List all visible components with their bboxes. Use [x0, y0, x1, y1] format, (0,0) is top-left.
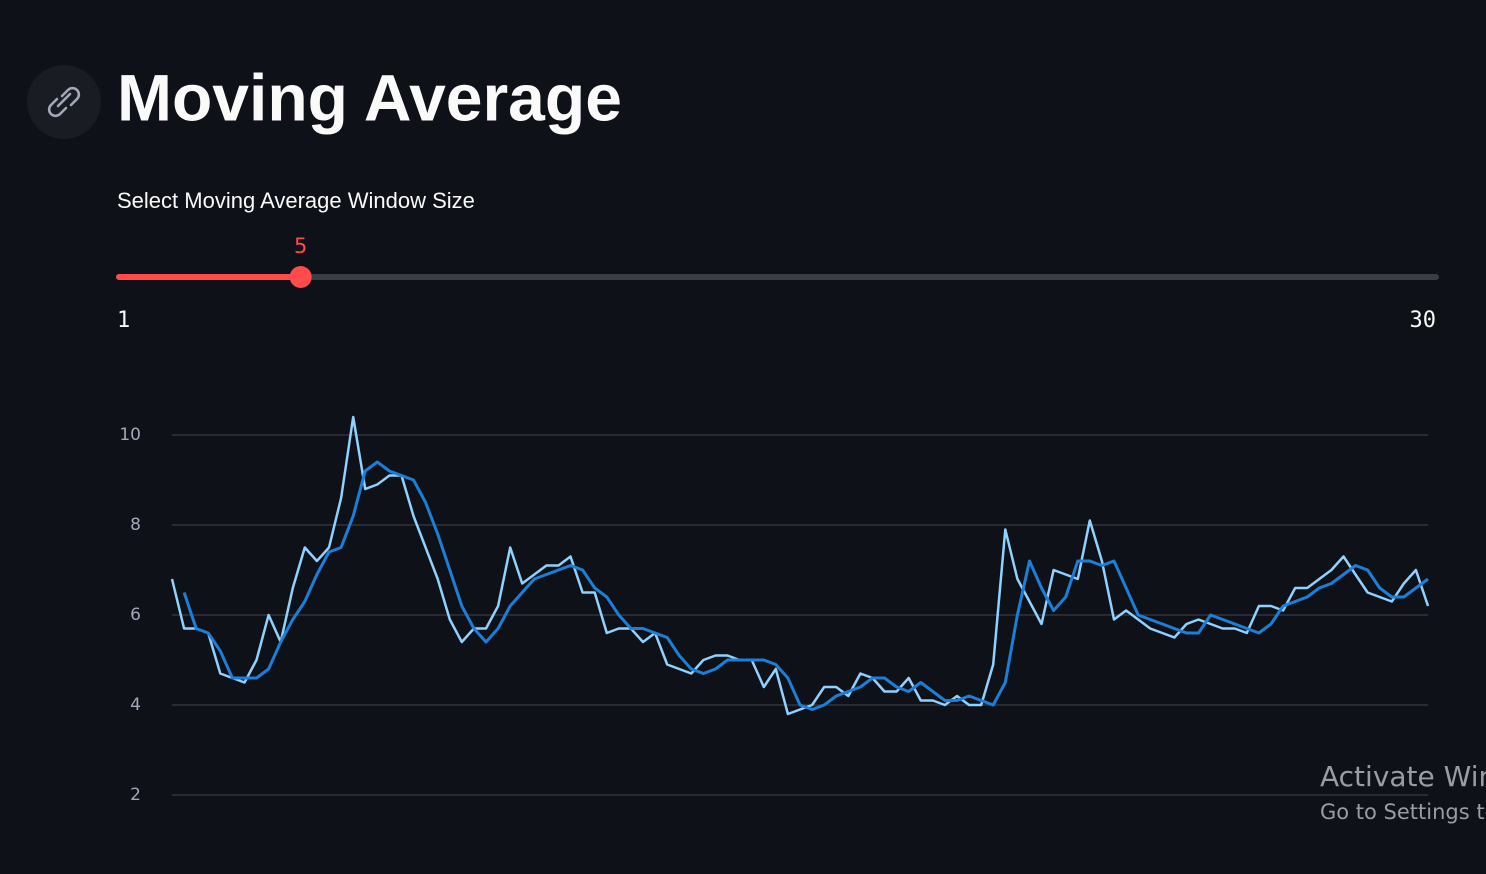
slider-max: 30	[1410, 308, 1437, 333]
series-line	[170, 415, 1430, 716]
watermark-title: Activate Windows	[1320, 760, 1486, 793]
y-tick-label: 8	[130, 515, 141, 535]
link-button[interactable]	[27, 65, 101, 139]
slider-value: 5	[294, 234, 307, 258]
series-line	[182, 460, 1429, 711]
page-title: Moving Average	[117, 60, 622, 134]
slider-thumb[interactable]	[289, 266, 312, 288]
slider-min: 1	[117, 308, 130, 333]
y-tick-label: 10	[119, 425, 141, 445]
watermark-subtitle: Go to Settings to activate Windows.	[1320, 800, 1486, 824]
y-tick-label: 6	[130, 605, 141, 625]
y-tick-label: 4	[130, 695, 141, 715]
slider-label: Select Moving Average Window Size	[117, 188, 475, 213]
y-tick-label: 2	[130, 785, 141, 805]
anchor-link[interactable]	[27, 65, 101, 139]
slider[interactable]: 5 1 30	[116, 234, 1439, 333]
link-icon	[47, 86, 81, 118]
